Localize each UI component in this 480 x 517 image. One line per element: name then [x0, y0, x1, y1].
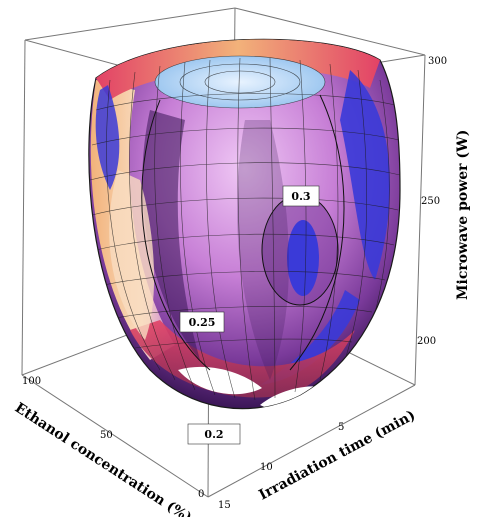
box-edge-bottom-front	[21, 374, 209, 498]
surface-cutout-left	[109, 170, 155, 340]
contour-label-box	[282, 185, 320, 207]
contour-label-0-2: 0.2	[187, 423, 241, 445]
z-tick-250: 250	[421, 196, 440, 207]
z-tick-200: 200	[417, 336, 436, 347]
box-edge-right	[414, 54, 426, 386]
surface-cutout-bottom	[178, 366, 262, 395]
y-tick-5: 5	[338, 422, 344, 433]
box-edge-bottom-front-right	[207, 384, 416, 498]
contour-line-left	[141, 99, 211, 371]
surface-region-top-rim	[96, 39, 380, 100]
x-tick-50: 50	[100, 430, 113, 441]
surface-shadow-center	[237, 120, 289, 380]
y-axis: 10 5 15 Irradiation time (min)	[218, 407, 418, 511]
contour-label-text: 0.3	[291, 190, 310, 203]
contour-label-text: 0.2	[204, 428, 223, 441]
x-axis: 100 50 0 Ethanol concentration (%)	[12, 376, 205, 517]
contour-label-0-25: 0.25	[179, 311, 225, 333]
box-edge-top-back	[24, 7, 236, 41]
contour-label-0-3: 0.3	[282, 185, 320, 207]
box-edge-top-right	[234, 7, 426, 56]
contour-core-0-3	[287, 220, 319, 296]
surface-region-left-blue	[95, 85, 120, 190]
box-edge-left	[21, 39, 26, 376]
x-tick-0: 0	[198, 489, 204, 500]
surface-mesh	[89, 55, 400, 401]
z-axis-title: Microwave power (W)	[455, 130, 471, 300]
contour-label-box	[179, 311, 225, 333]
surface-region-lower-blue	[260, 290, 360, 385]
z-axis: 300 250 200 Microwave power (W)	[417, 56, 471, 347]
y-tick-10: 10	[260, 462, 273, 473]
surface-region-right-blue	[340, 70, 390, 280]
x-axis-title: Ethanol concentration (%)	[12, 400, 195, 517]
y-tick-15: 15	[218, 500, 231, 511]
x-tick-100: 100	[22, 376, 41, 387]
z-tick-300: 300	[428, 56, 447, 67]
contour-label-text: 0.25	[189, 316, 216, 329]
contour-line-right	[289, 94, 345, 371]
contour-label-box	[187, 423, 241, 445]
surface-shadow-left	[142, 110, 200, 360]
surface-region-bottom-red	[130, 320, 355, 398]
surface-body	[88, 38, 401, 410]
